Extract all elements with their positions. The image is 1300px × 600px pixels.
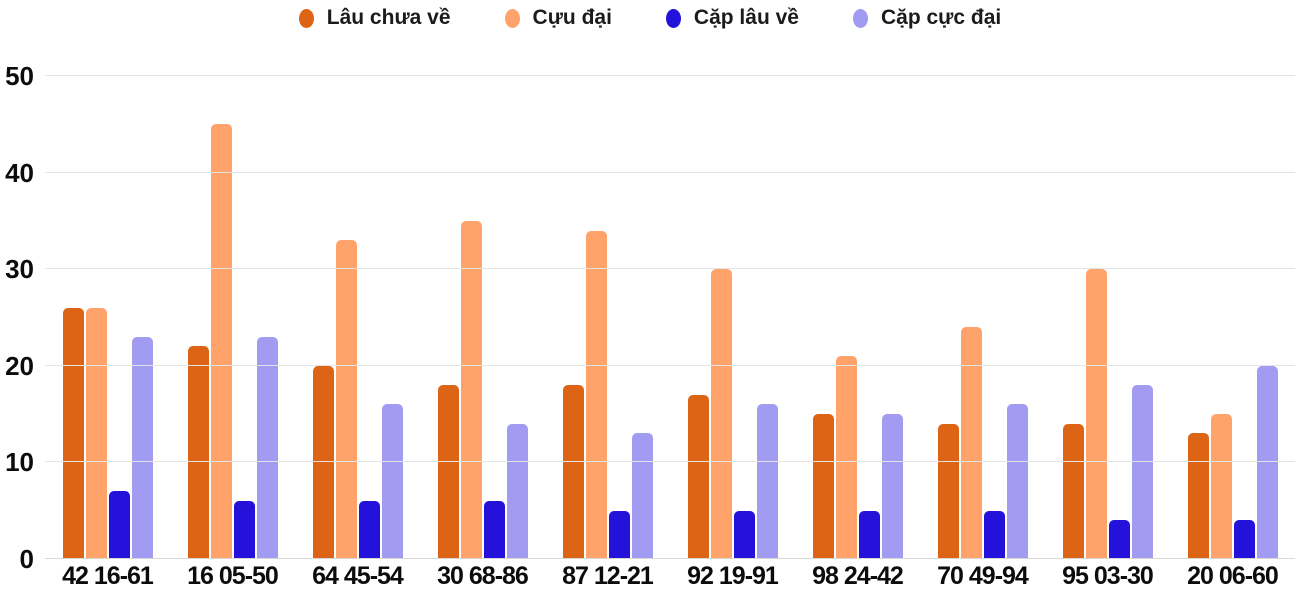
legend-label: Cặp cực đại	[880, 6, 1002, 29]
x-tick-label-2: 64 45-54	[312, 562, 404, 590]
x-axis-line	[45, 558, 1295, 559]
bar-98_24-42-series-1	[835, 356, 857, 559]
gridline-40	[45, 171, 1295, 173]
bar-16_05-50-series-0	[187, 346, 209, 559]
bar-42_16-61-series-1	[85, 307, 107, 559]
y-tick-label-50: 50	[5, 61, 34, 91]
bar-87_12-21-series-1	[585, 230, 607, 559]
bar-70_49-94-series-0	[937, 423, 959, 559]
bar-group-5	[670, 76, 795, 559]
bar-group-8	[1045, 76, 1170, 559]
bar-95_03-30-series-2	[1108, 520, 1130, 559]
bar-groups	[45, 76, 1295, 559]
bar-64_45-54-series-2	[358, 501, 380, 559]
bar-group-3	[420, 76, 545, 559]
bar-92_19-91-series-3	[756, 404, 778, 559]
x-tick-label-6: 98 24-42	[812, 562, 904, 590]
legend-label: Lâu chưa về	[326, 6, 451, 29]
gridline-30	[45, 268, 1295, 270]
legend-dot-icon	[852, 8, 868, 28]
bar-92_19-91-series-1	[710, 269, 732, 559]
x-tick-label-1: 16 05-50	[187, 562, 279, 590]
bar-group-4	[545, 76, 670, 559]
bar-20_06-60-series-3	[1256, 365, 1278, 559]
bar-95_03-30-series-1	[1085, 269, 1107, 559]
legend-label: Cựu đại	[532, 6, 612, 29]
bar-42_16-61-series-3	[131, 336, 153, 559]
legend-label: Cặp lâu về	[693, 6, 799, 29]
plot-area	[45, 75, 1295, 559]
legend-dot-icon	[298, 8, 314, 28]
bar-42_16-61-series-2	[108, 491, 130, 559]
gridline-50	[45, 75, 1295, 76]
gridline-20	[45, 364, 1295, 366]
y-tick-label-0: 0	[19, 544, 34, 574]
x-tick-label-3: 30 68-86	[437, 562, 529, 590]
bar-group-6	[795, 76, 920, 559]
bar-16_05-50-series-2	[233, 501, 255, 559]
bar-70_49-94-series-1	[960, 327, 982, 559]
legend-item-0[interactable]: Lâu chưa về	[298, 6, 451, 30]
y-tick-label-10: 10	[5, 447, 34, 478]
x-tick-label-0: 42 16-61	[62, 562, 154, 590]
bar-20_06-60-series-1	[1210, 414, 1232, 559]
bar-64_45-54-series-3	[381, 404, 403, 559]
legend-dot-icon	[665, 8, 681, 28]
bar-group-2	[295, 76, 420, 559]
bar-98_24-42-series-0	[812, 414, 834, 559]
bar-95_03-30-series-0	[1062, 423, 1084, 559]
y-tick-label-20: 20	[5, 350, 34, 381]
bar-92_19-91-series-0	[687, 394, 709, 559]
bar-20_06-60-series-2	[1233, 520, 1255, 559]
bar-16_05-50-series-3	[256, 336, 278, 559]
bar-group-9	[1170, 76, 1295, 559]
bar-group-1	[170, 76, 295, 559]
gridline-10	[45, 461, 1295, 463]
chart-legend: Lâu chưa về Cựu đại Cặp lâu về Cặp cực đại	[0, 6, 1300, 30]
bar-70_49-94-series-3	[1006, 404, 1028, 559]
bar-20_06-60-series-0	[1187, 433, 1209, 559]
legend-item-2[interactable]: Cặp lâu về	[665, 6, 799, 30]
x-tick-label-4: 87 12-21	[562, 562, 654, 590]
bar-98_24-42-series-3	[881, 414, 903, 559]
x-tick-label-7: 70 49-94	[937, 562, 1029, 590]
bar-87_12-21-series-0	[562, 385, 584, 559]
bar-64_45-54-series-0	[312, 365, 334, 559]
bar-92_19-91-series-2	[733, 510, 755, 559]
bar-30_68-86-series-3	[506, 423, 528, 559]
bar-95_03-30-series-3	[1131, 385, 1153, 559]
bar-group-0	[45, 76, 170, 559]
x-tick-label-8: 95 03-30	[1062, 562, 1154, 590]
legend-dot-icon	[504, 8, 520, 28]
bar-30_68-86-series-2	[483, 501, 505, 559]
bar-16_05-50-series-1	[210, 124, 232, 559]
legend-item-3[interactable]: Cặp cực đại	[852, 6, 1002, 30]
y-tick-label-30: 30	[5, 254, 34, 285]
legend-item-1[interactable]: Cựu đại	[504, 6, 612, 30]
x-tick-label-9: 20 06-60	[1187, 562, 1279, 590]
bar-group-7	[920, 76, 1045, 559]
y-tick-label-40: 40	[5, 157, 34, 188]
bar-30_68-86-series-0	[437, 385, 459, 559]
bar-64_45-54-series-1	[335, 240, 357, 559]
y-axis: 0 10 20 30 40 50	[0, 63, 38, 572]
x-axis: 42 16-61 16 05-50 64 45-54 30 68-86 87 12-21…	[45, 562, 1295, 591]
bar-98_24-42-series-2	[858, 510, 880, 559]
bar-30_68-86-series-1	[460, 220, 482, 559]
bar-87_12-21-series-2	[608, 510, 630, 559]
x-tick-label-5: 92 19-91	[687, 562, 779, 590]
bar-42_16-61-series-0	[62, 307, 84, 559]
bar-70_49-94-series-2	[983, 510, 1005, 559]
bar-87_12-21-series-3	[631, 433, 653, 559]
